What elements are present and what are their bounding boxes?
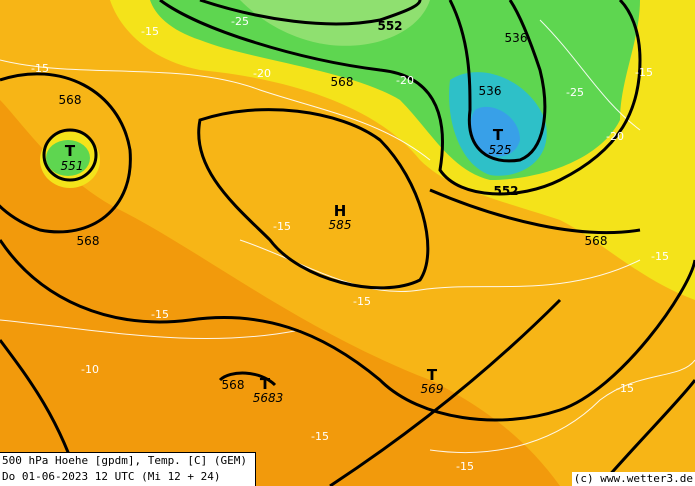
temp-label: -15 [311,430,329,443]
low-marker: T [493,126,504,144]
caption-title: 500 hPa Hoehe [gpdm], Temp. [C] (GEM) [2,454,248,467]
height-label: 568 [222,378,245,392]
high-marker: H [334,202,347,220]
temp-label: -25 [566,86,584,99]
temperature-labels: -25 -15 -15 -20 -20 -25 -15 -20 -15 -15 … [31,15,669,473]
temp-label: -20 [253,67,271,80]
temp-label: -15 [456,460,474,473]
map-caption: 500 hPa Hoehe [gpdm], Temp. [C] (GEM) Do… [0,452,256,486]
height-label: 552 [493,184,518,198]
caption-date: Do 01-06-2023 12 UTC (Mi 12 + 24) [2,470,221,483]
center-value: 585 [329,218,352,232]
pressure-centers: T 551 T 525 H 585 T 5683 T 569 [61,126,512,405]
temp-label: -20 [606,130,624,143]
height-label: 552 [377,19,402,33]
temp-label: -25 [231,15,249,28]
temp-label: -15 [635,66,653,79]
center-value: 551 [61,159,84,173]
height-label: 568 [585,234,608,248]
center-value: 5683 [253,391,284,405]
height-label: 536 [505,31,528,45]
temp-label: -15 [141,25,159,38]
height-label: 536 [479,84,502,98]
low-marker: T [65,142,76,160]
temp-label: -15 [151,308,169,321]
temp-label: -15 [353,295,371,308]
temp-label: -10 [81,363,99,376]
low-marker: T [260,375,271,393]
temp-label: -15 [616,382,634,395]
height-label: 568 [59,93,82,107]
low-marker: T [427,366,438,384]
center-value: 569 [421,382,444,396]
temp-label: -15 [31,62,49,75]
height-label: 568 [77,234,100,248]
height-labels: 568 552 536 536 568 568 568 568 552 [59,19,608,392]
credit-text: (c) www.wetter3.de [571,472,695,486]
height-label: 568 [331,75,354,89]
center-value: 525 [489,143,512,157]
temp-label: -15 [273,220,291,233]
temp-label: -15 [651,250,669,263]
temp-label: -20 [396,74,414,87]
